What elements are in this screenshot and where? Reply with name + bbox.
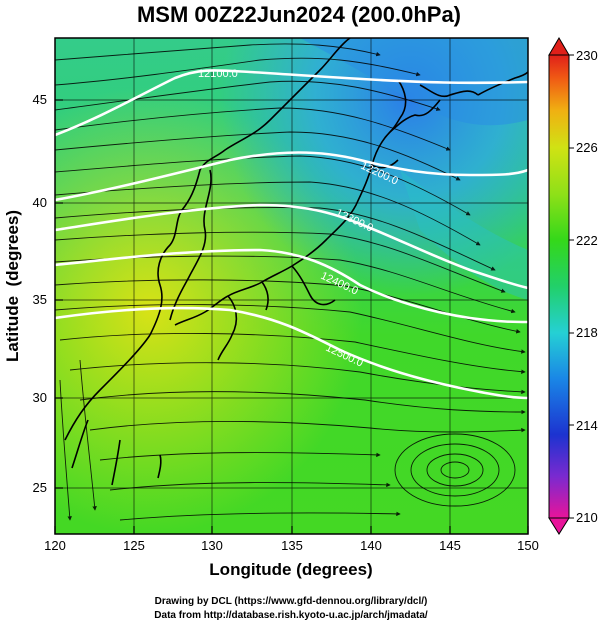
y-axis-title: Latitude (degrees) xyxy=(3,210,22,362)
contour-12500 xyxy=(55,306,528,400)
x-tick-label: 125 xyxy=(123,538,145,553)
y-tick-label: 30 xyxy=(33,390,47,405)
colorbar: 230 226 222 218 214 210 xyxy=(548,37,598,535)
contour-12100 xyxy=(55,69,528,137)
y-tick-label: 25 xyxy=(33,480,47,495)
x-tick-label: 150 xyxy=(517,538,539,553)
streamlines xyxy=(55,43,526,521)
plot-area: 12100.0 12200.0 12300.0 12400.0 12500.0 xyxy=(55,38,528,534)
contour-label-12100: 12100.0 xyxy=(198,68,238,80)
colorbar-label: 214 xyxy=(576,418,598,433)
cool-region-east xyxy=(400,170,528,300)
contour-12300 xyxy=(55,203,528,290)
colorbar-bottom-triangle xyxy=(548,517,570,535)
contour-12400 xyxy=(55,248,528,324)
tick-marks xyxy=(54,99,529,534)
x-tick-label: 120 xyxy=(44,538,66,553)
height-contours xyxy=(55,69,528,400)
contour-12200 xyxy=(55,151,528,202)
y-tick-label: 45 xyxy=(33,92,47,107)
colorbar-label: 230 xyxy=(576,48,598,63)
x-tick-label: 145 xyxy=(439,538,461,553)
x-tick-label: 135 xyxy=(281,538,303,553)
colorbar-gradient xyxy=(548,54,570,519)
colorbar-top-triangle xyxy=(548,37,570,56)
y-tick-label: 35 xyxy=(33,292,47,307)
map-title: MSM 00Z22Jun2024 (200.0hPa) xyxy=(137,2,461,27)
colorbar-label: 222 xyxy=(576,233,598,248)
colorbar-label: 218 xyxy=(576,325,598,340)
colorbar-label: 226 xyxy=(576,140,598,155)
credit-data: Data from http://database.rish.kyoto-u.a… xyxy=(154,610,428,621)
x-tick-label: 140 xyxy=(360,538,382,553)
credit-drawing: Drawing by DCL (https://www.gfd-dennou.o… xyxy=(155,596,428,607)
y-tick-label: 40 xyxy=(33,195,47,210)
x-axis-title: Longitude (degrees) xyxy=(209,560,372,579)
colorbar-label: 210 xyxy=(576,510,598,525)
x-tick-label: 130 xyxy=(201,538,223,553)
